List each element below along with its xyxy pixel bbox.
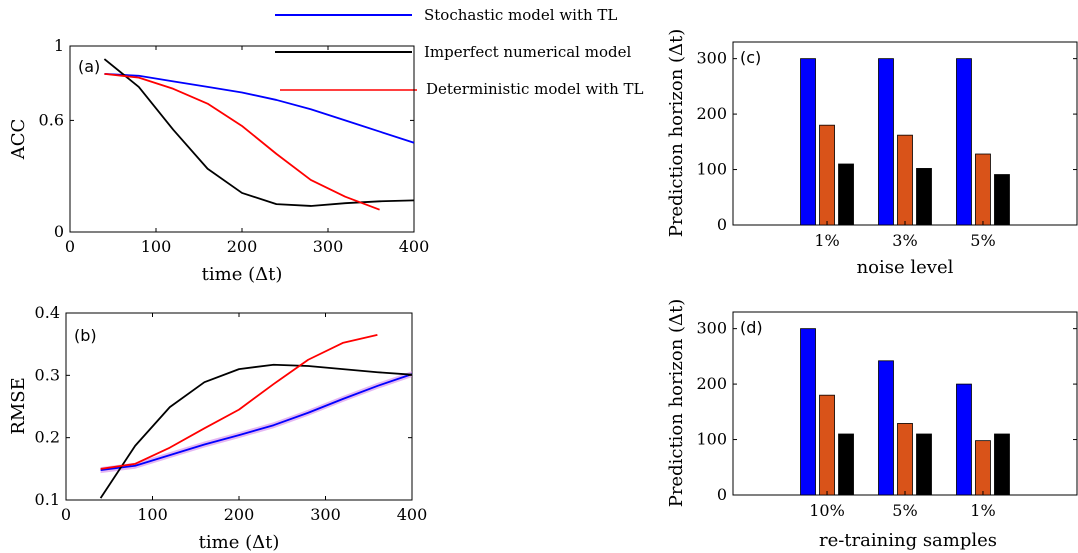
x-tick-label: 0 [61,505,71,524]
bar-deterministic-model-with-tl-1 [975,440,991,496]
bar-stochastic-model-with-tl-1 [800,58,816,226]
panel-c-label: (c) [740,48,761,67]
panel-c-xlabel: noise level [857,257,954,278]
bar-stochastic-model-with-tl-3 [878,58,894,226]
legend-label-deterministic: Deterministic model with TL [426,80,644,98]
bar-imperfect-numerical-model-10 [838,433,854,496]
bar-imperfect-numerical-model-1 [838,163,854,226]
y-tick-label: 0.4 [35,303,60,322]
y-tick-label: 0.3 [35,365,60,384]
x-tick-label: 400 [397,505,428,524]
y-tick-label: 0 [717,485,727,504]
x-tick-label: 200 [224,505,255,524]
panel-b-ylabel: RMSE [8,377,29,434]
y-tick-label: 100 [696,160,727,179]
x-tick-label: 100 [141,237,172,256]
panel-a-series [103,58,415,211]
panel-c-y-ticks: 0 100 200 300 [696,49,1077,234]
panel-d-x-ticks: 10% 5% 1% [809,491,996,520]
panel-b-label: (b) [74,326,97,345]
panel-c-bars [800,58,1010,226]
bar-deterministic-model-with-tl-5 [897,423,913,496]
panel-a-y-ticks: 00.61 [39,36,414,241]
series-line-imperfect-numerical-model [99,363,413,499]
y-tick-label: 100 [696,430,727,449]
x-tick-label: 5% [970,231,995,250]
panel-d-label: (d) [740,318,763,337]
bar-stochastic-model-with-tl-10 [800,328,816,496]
panel-b: (b) 0 100 200 300 400 0.1 0.2 0.3 0.4 time (Δt)… [8,303,427,553]
y-tick-label: 0.1 [35,490,60,509]
x-tick-label: 300 [313,237,344,256]
panel-d-y-ticks: 0 100 200 300 [696,319,1077,504]
panel-c-x-ticks: 1% 3% 5% [814,221,996,250]
y-tick-label: 300 [696,319,727,338]
y-tick-label: 0 [54,222,64,241]
bar-deterministic-model-with-tl-5 [975,153,991,226]
y-tick-label: 0 [717,215,727,234]
bar-imperfect-numerical-model-1 [994,433,1010,496]
panel-a-label: (a) [78,57,100,76]
y-tick-label: 200 [696,104,727,123]
x-tick-label: 10% [809,501,845,520]
bar-deterministic-model-with-tl-3 [897,134,913,226]
x-tick-label: 3% [892,231,917,250]
panel-d: (d) 10% 5% 1% 0 100 200 300 re-training sampl… [666,299,1078,551]
legend-label-stochastic: Stochastic model with TL [424,6,617,24]
bar-imperfect-numerical-model-5 [994,174,1010,226]
bar-deterministic-model-with-tl-1 [819,124,835,226]
bar-deterministic-model-with-tl-10 [819,394,835,496]
bar-stochastic-model-with-tl-5 [956,58,972,226]
panel-c-ylabel: Prediction horizon (Δt) [666,29,687,238]
series-line-deterministic-model-with-tl [100,333,378,470]
panel-a: (a) 0 100 200 300 400 00.61 time (Δt) ACC [8,36,429,285]
series-line-stochastic-model-with-tl [104,73,415,144]
y-tick-label: 0.2 [35,428,60,447]
bar-imperfect-numerical-model-5 [916,433,932,496]
series-line-stochastic-model-with-tl [100,373,413,471]
legend-label-imperfect: Imperfect numerical model [424,43,631,61]
x-tick-label: 5% [892,501,917,520]
x-tick-label: 1% [970,501,995,520]
panel-a-xlabel: time (Δt) [202,264,283,285]
panel-b-y-ticks: 0.1 0.2 0.3 0.4 [35,303,412,509]
x-tick-label: 1% [814,231,839,250]
x-tick-label: 0 [65,237,75,256]
y-tick-label: 0.6 [39,110,64,129]
panel-b-series [99,333,413,499]
bar-imperfect-numerical-model-3 [916,168,932,226]
y-tick-label: 1 [54,36,64,55]
x-tick-label: 100 [137,505,168,524]
panel-d-bars [800,328,1010,496]
panel-b-xlabel: time (Δt) [199,532,280,553]
panel-d-xlabel: re-training samples [819,530,997,551]
panel-d-ylabel: Prediction horizon (Δt) [666,299,687,508]
y-tick-label: 200 [696,374,727,393]
y-tick-label: 300 [696,49,727,68]
bar-stochastic-model-with-tl-5 [878,360,894,496]
series-line-deterministic-model-with-tl [104,73,380,211]
bar-stochastic-model-with-tl-1 [956,383,972,496]
panel-c: (c) 1% 3% 5% 0 100 200 300 noise level Predic… [666,29,1078,278]
x-tick-label: 400 [399,237,430,256]
x-tick-label: 300 [310,505,341,524]
panel-a-ylabel: ACC [8,119,29,161]
panel-b-x-ticks: 0 100 200 300 400 [61,313,427,524]
legend: Stochastic model with TL Imperfect numer… [275,6,644,98]
x-tick-label: 200 [227,237,258,256]
panel-a-x-ticks: 0 100 200 300 400 [65,46,429,256]
